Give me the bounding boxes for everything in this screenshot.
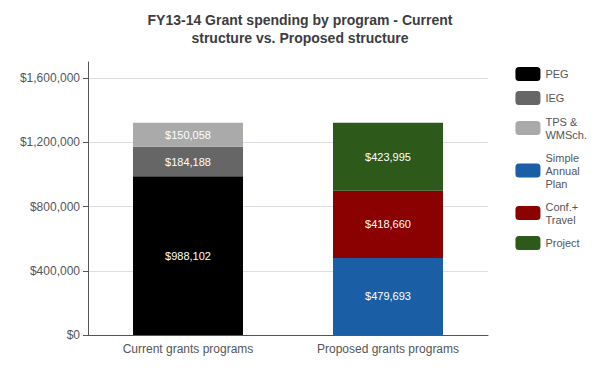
svg-text:IEG: IEG [545, 92, 564, 104]
svg-text:Current grants programs: Current grants programs [123, 342, 254, 356]
svg-text:WMSch.: WMSch. [545, 129, 587, 141]
svg-text:$1,600,000: $1,600,000 [20, 71, 80, 85]
svg-text:FY13-14 Grant spending by prog: FY13-14 Grant spending by program - Curr… [148, 12, 453, 28]
svg-text:Simple: Simple [545, 152, 579, 164]
svg-text:$479,693: $479,693 [365, 290, 411, 302]
svg-text:$800,000: $800,000 [30, 200, 80, 214]
svg-text:$0: $0 [67, 328, 81, 342]
svg-text:PEG: PEG [545, 68, 568, 80]
svg-text:$150,058: $150,058 [165, 129, 211, 141]
svg-text:$1,200,000: $1,200,000 [20, 135, 80, 149]
svg-text:$988,102: $988,102 [165, 250, 211, 262]
svg-text:Plan: Plan [545, 178, 567, 190]
svg-text:$400,000: $400,000 [30, 264, 80, 278]
svg-text:$418,660: $418,660 [365, 218, 411, 230]
svg-text:$184,188: $184,188 [165, 156, 211, 168]
svg-text:TPS &: TPS & [545, 116, 577, 128]
svg-text:Conf.+: Conf.+ [545, 201, 578, 213]
svg-text:Annual: Annual [545, 165, 579, 177]
svg-text:structure vs. Proposed structu: structure vs. Proposed structure [191, 30, 408, 46]
svg-text:Travel: Travel [545, 214, 575, 226]
svg-text:$423,995: $423,995 [365, 151, 411, 163]
svg-text:Proposed grants programs: Proposed grants programs [317, 342, 459, 356]
svg-text:Project: Project [545, 237, 579, 249]
